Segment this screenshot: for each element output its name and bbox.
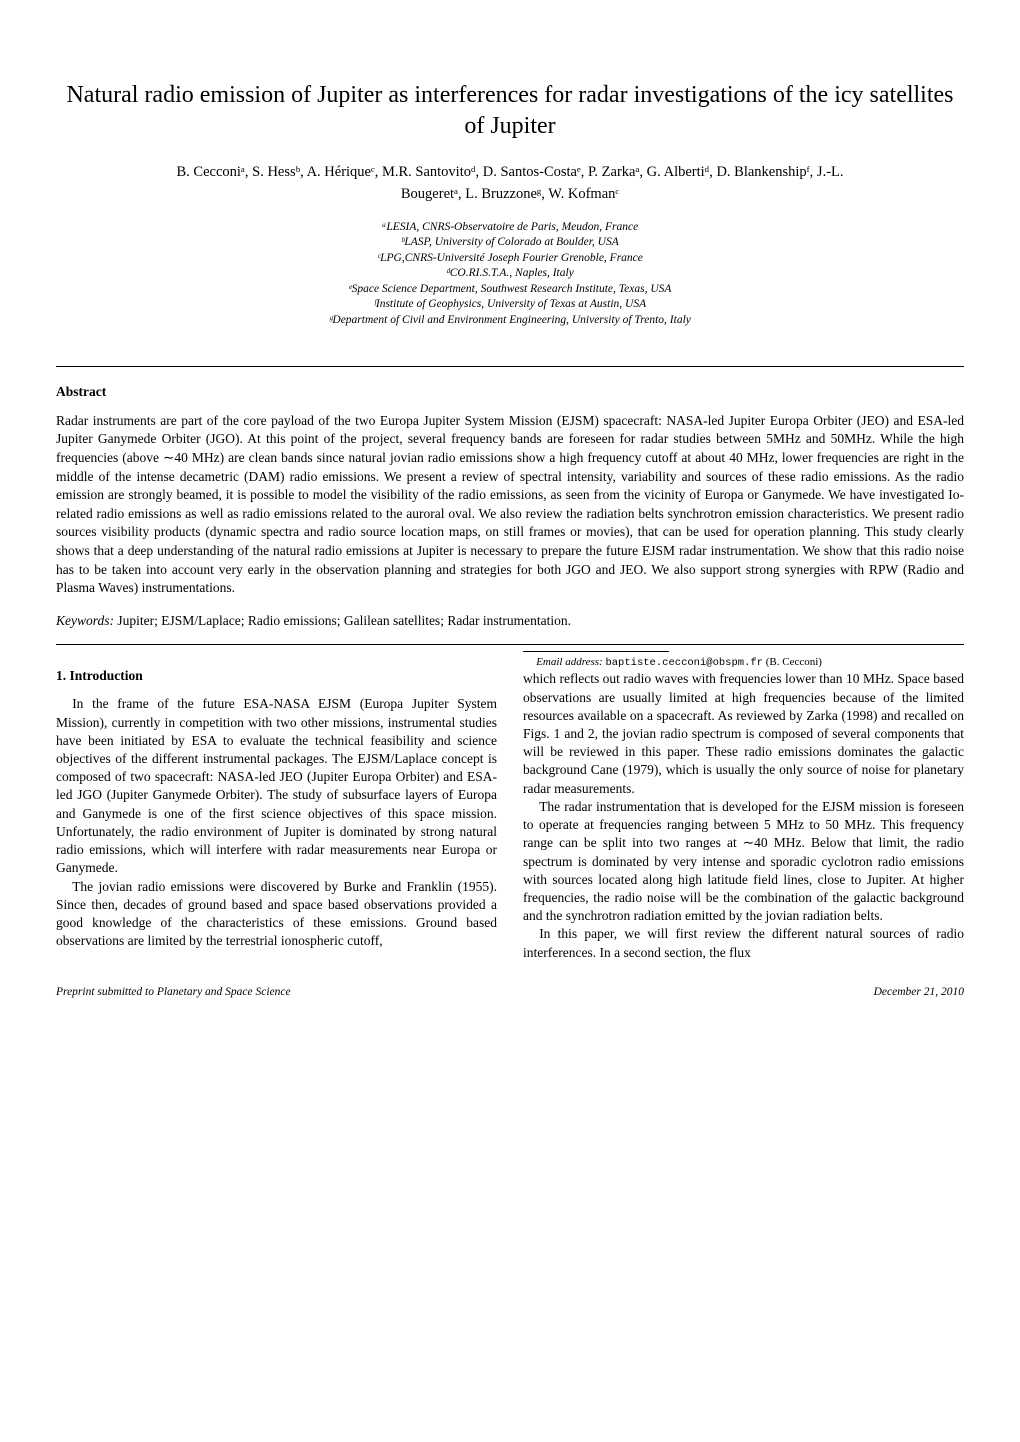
affiliation-d: ᵈCO.RI.S.T.A., Naples, Italy — [56, 266, 964, 282]
preprint-date: December 21, 2010 — [874, 985, 964, 1001]
abstract-body: Radar instruments are part of the core p… — [56, 412, 964, 598]
affiliation-f: ᶠInstitute of Geophysics, University of … — [56, 297, 964, 313]
affiliation-e: ᵉSpace Science Department, Southwest Res… — [56, 282, 964, 298]
paper-title: Natural radio emission of Jupiter as int… — [56, 80, 964, 142]
section-1-heading: 1. Introduction — [56, 667, 497, 685]
affiliation-g: ᵍDepartment of Civil and Environment Eng… — [56, 313, 964, 329]
keywords-label: Keywords: — [56, 613, 114, 628]
authors-line-1: B. Cecconiᵃ, S. Hessᵇ, A. Hériqueᶜ, M.R.… — [176, 164, 843, 180]
authors-line-2: Bougeretᵃ, L. Bruzzoneᵍ, W. Kofmanᶜ — [401, 186, 619, 202]
affiliations-block: ᵃLESIA, CNRS-Observatoire de Paris, Meud… — [56, 220, 964, 329]
keywords-line: Keywords: Jupiter; EJSM/Laplace; Radio e… — [56, 612, 964, 630]
footnote-rule — [523, 651, 669, 652]
affiliation-c: ᶜLPG,CNRS-Université Joseph Fourier Gren… — [56, 251, 964, 267]
body-paragraph-2: The jovian radio emissions were discover… — [56, 878, 497, 951]
authors-block: B. Cecconiᵃ, S. Hessᵇ, A. Hériqueᶜ, M.R.… — [56, 162, 964, 206]
footnote-attribution: (B. Cecconi) — [766, 656, 822, 668]
preprint-left: Preprint submitted to Planetary and Spac… — [56, 985, 291, 1001]
keywords-text: Jupiter; EJSM/Laplace; Radio emissions; … — [114, 613, 571, 628]
rule-bottom — [56, 644, 964, 645]
footnote: Email address: baptiste.cecconi@obspm.fr… — [523, 655, 964, 670]
body-paragraph-5: In this paper, we will first review the … — [523, 925, 964, 961]
body-paragraph-3: which reflects out radio waves with freq… — [523, 670, 964, 798]
footnote-label: Email address: — [536, 656, 603, 668]
preprint-line: Preprint submitted to Planetary and Spac… — [56, 985, 964, 1001]
abstract-heading: Abstract — [56, 383, 964, 401]
footnote-email: baptiste.cecconi@obspm.fr — [605, 657, 763, 669]
body-paragraph-1: In the frame of the future ESA-NASA EJSM… — [56, 695, 497, 877]
body-columns: 1. Introduction In the frame of the futu… — [56, 651, 964, 967]
affiliation-b: ᵇLASP, University of Colorado at Boulder… — [56, 235, 964, 251]
affiliation-a: ᵃLESIA, CNRS-Observatoire de Paris, Meud… — [56, 220, 964, 236]
rule-top — [56, 366, 964, 367]
body-paragraph-4: The radar instrumentation that is develo… — [523, 798, 964, 926]
